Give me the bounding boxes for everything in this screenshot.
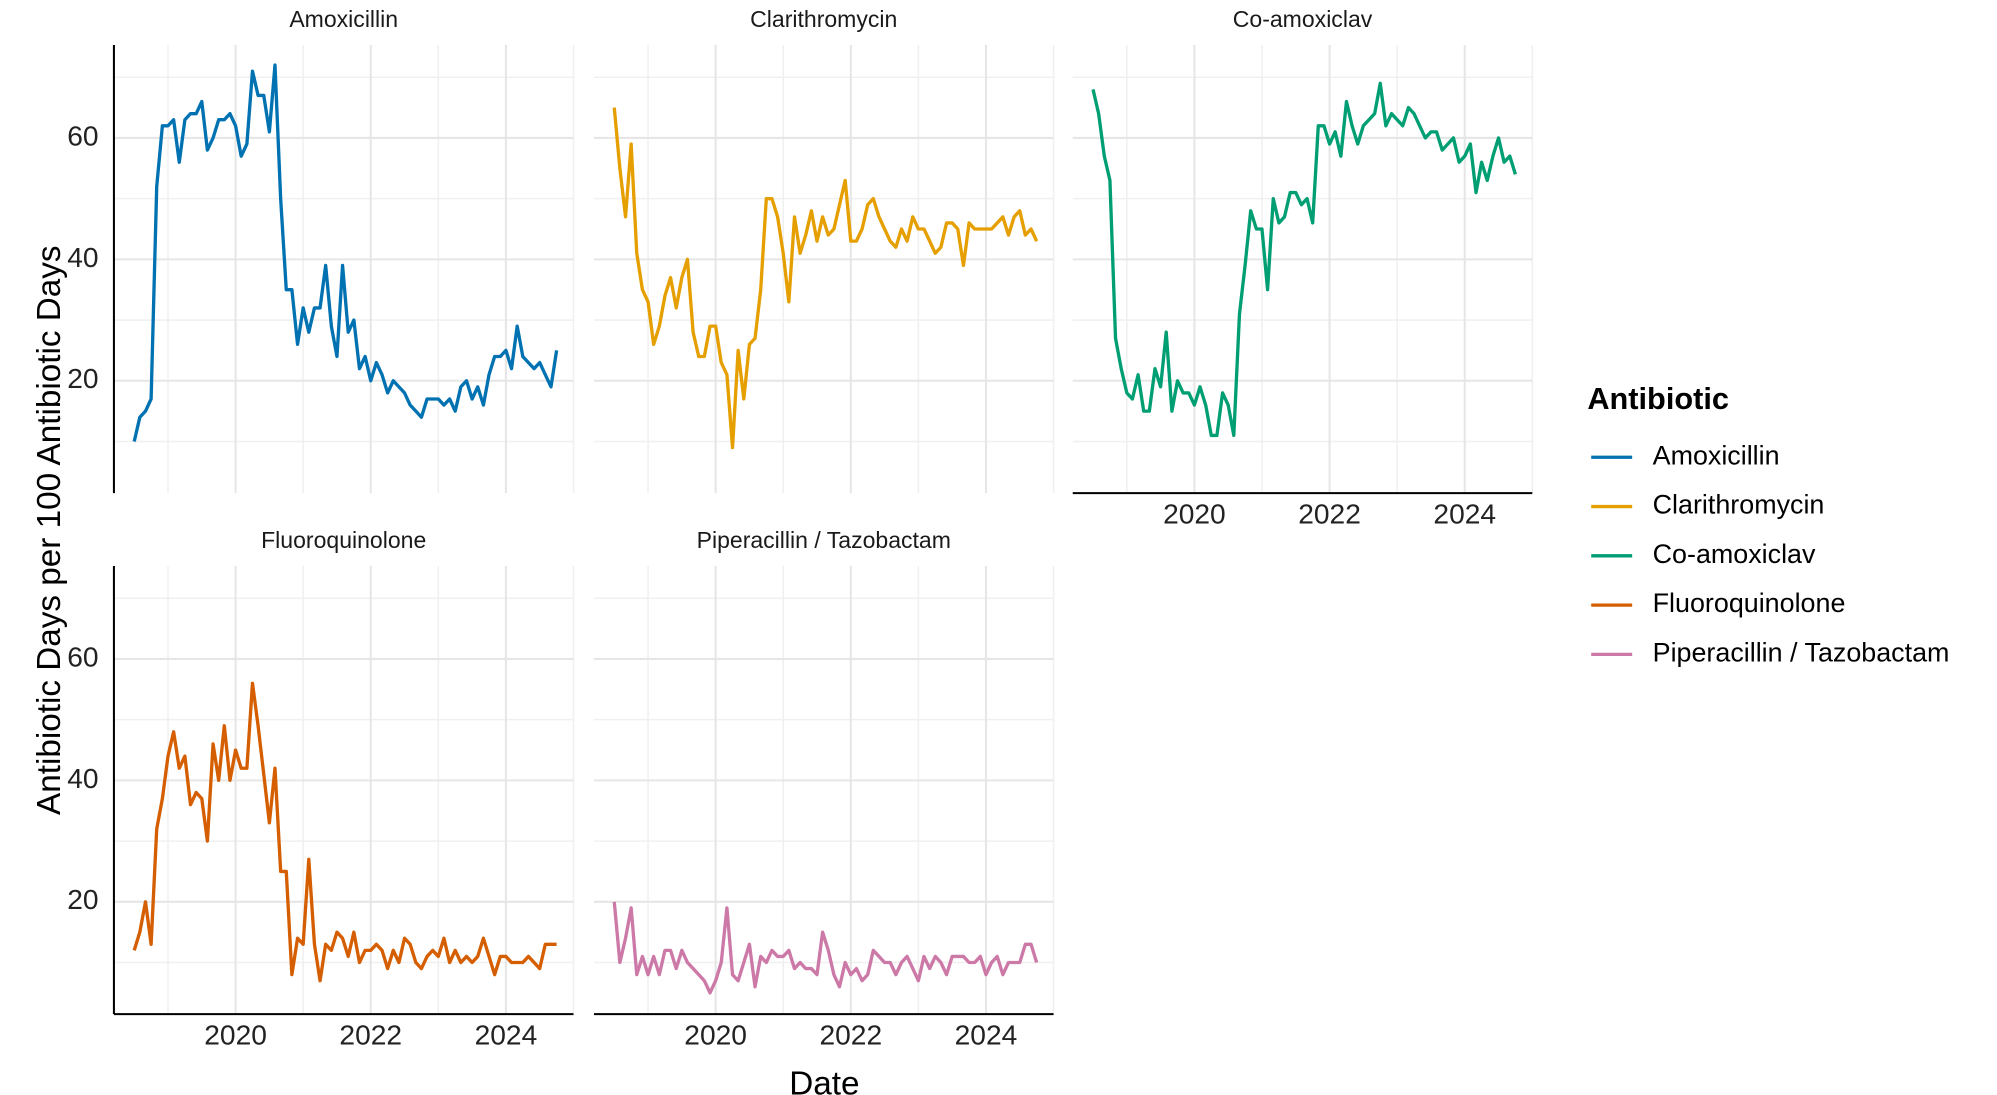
legend-label: Fluoroquinolone <box>1653 588 1846 618</box>
x-tick-label: 2024 <box>1433 499 1496 530</box>
facet-title: Fluoroquinolone <box>261 527 426 553</box>
y-tick-label: 40 <box>67 763 98 794</box>
x-tick-label: 2022 <box>339 1020 402 1051</box>
series-line <box>1091 81 1518 438</box>
facet-title: Piperacillin / Tazobactam <box>697 527 951 553</box>
x-tick-label: 2024 <box>475 1020 538 1051</box>
y-tick-label: 60 <box>67 120 98 151</box>
series-line <box>132 681 557 983</box>
facet-title: Clarithromycin <box>750 6 897 32</box>
facet-title: Co-amoxiclav <box>1233 6 1373 32</box>
series-line <box>612 107 1039 450</box>
y-tick-label: 40 <box>67 242 98 273</box>
y-tick-label: 60 <box>67 641 98 672</box>
x-tick-label: 2024 <box>955 1020 1018 1051</box>
x-tick-label: 2022 <box>1298 499 1361 530</box>
y-axis-title: Antibiotic Days per 100 Antibiotic Days <box>31 245 68 815</box>
series-line <box>132 63 559 442</box>
y-tick-label: 20 <box>67 363 98 394</box>
x-tick-label: 2022 <box>819 1020 882 1051</box>
legend-label: Clarithromycin <box>1653 490 1825 520</box>
legend-title: Antibiotic <box>1587 381 1729 416</box>
legend-label: Piperacillin / Tazobactam <box>1653 637 1950 667</box>
x-tick-label: 2020 <box>204 1020 267 1051</box>
x-axis-title: Date <box>789 1066 859 1095</box>
x-tick-label: 2020 <box>684 1020 747 1051</box>
legend-label: Co-amoxiclav <box>1653 539 1816 569</box>
series-line <box>612 901 1039 995</box>
x-tick-label: 2020 <box>1163 499 1226 530</box>
legend-label: Amoxicillin <box>1653 440 1780 470</box>
facet-title: Amoxicillin <box>289 6 398 32</box>
y-tick-label: 20 <box>67 884 98 915</box>
